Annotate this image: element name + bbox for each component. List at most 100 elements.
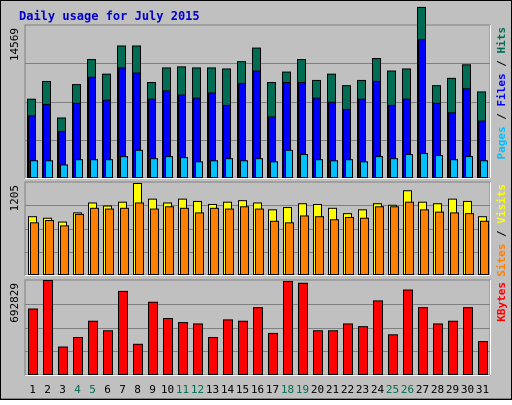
bar-pages-day-3 [60,164,68,178]
chart-title: Daily usage for July 2015 [19,9,200,23]
bar-sites-day-27 [420,209,429,276]
bar-kbytes-day-15 [238,320,248,376]
x-tick-label-day-14: 14 [221,383,235,396]
bar-kbytes-day-26 [403,289,413,375]
bar-sites-day-31 [480,220,489,275]
bar-pages-day-1 [30,160,38,179]
bar-kbytes-day-9 [148,301,158,375]
bar-kbytes-day-16 [253,307,263,376]
bar-sites-day-2 [45,220,54,276]
bar-sites-day-24 [375,206,384,275]
bar-pages-day-12 [195,161,203,178]
bar-kbytes-day-6 [103,330,113,376]
x-axis-labels: 1 2 3 4 5 6 7 8 9 10 11 12 13 14 15 16 17 18 19 20 21 22 23 24 2… [29,383,489,396]
bar-kbytes-day-21 [328,330,338,376]
x-tick-label-day-15: 15 [236,383,249,396]
bar-pages-day-8 [135,149,143,178]
bar-kbytes-day-31 [478,341,488,375]
x-tick-label-day-9: 9 [149,383,156,396]
bar-pages-day-5 [90,159,98,178]
bar-sites-day-7 [120,207,129,275]
x-tick-label-day-10: 10 [161,383,174,396]
bar-kbytes-day-23 [358,326,368,375]
bar-pages-day-10 [165,156,173,179]
bar-sites-day-4 [75,213,84,275]
x-tick-label-day-27: 27 [416,383,429,396]
x-tick-label-day-13: 13 [206,383,219,396]
bar-sites-day-5 [90,207,99,275]
bar-pages-day-24 [375,156,383,179]
bar-sites-day-25 [390,206,399,275]
bar-pages-day-22 [345,159,353,178]
right-axis-label-kbytes: KBytes [495,282,508,322]
bar-pages-day-9 [150,158,158,179]
bar-pages-day-19 [300,154,308,179]
bar-sites-day-3 [60,225,69,275]
chart-panels: 14569 Pages / Files / Hits 1205 Sites / Vis… [8,6,508,376]
bar-kbytes-day-1 [28,308,38,375]
bar-kbytes-day-27 [418,307,428,376]
bar-kbytes-day-19 [298,282,308,375]
bar-pages-day-20 [315,159,323,178]
bar-sites-day-23 [360,217,369,275]
bar-sites-day-21 [330,219,339,276]
x-tick-label-day-22: 22 [341,383,354,396]
x-tick-label-day-8: 8 [134,383,141,396]
bar-sites-day-13 [210,207,219,275]
bar-sites-day-19 [300,215,309,276]
x-tick-label-day-11: 11 [176,383,189,396]
right-label-segment: Visits [495,184,508,224]
bar-kbytes-day-11 [178,322,188,376]
bar-pages-day-11 [180,157,188,178]
right-label-segment: KBytes [495,282,508,322]
right-label-segment: / [495,107,508,127]
bar-kbytes-day-13 [208,337,218,376]
right-axis-label-visits: Sites / Visits [495,184,508,277]
x-tick-label-day-6: 6 [104,383,111,396]
bar-sites-day-20 [315,216,324,276]
bar-pages-day-7 [120,156,128,179]
bar-sites-day-18 [285,222,294,275]
x-tick-label-day-17: 17 [266,383,279,396]
bar-kbytes-day-12 [193,323,203,375]
right-label-segment: Files [495,73,508,106]
y-tick-label-kbytes: 692829 [8,283,21,323]
bar-pages-day-23 [360,161,368,178]
x-tick-label-day-12: 12 [191,383,204,396]
panel-hits: 14569 Pages / Files / Hits [8,6,508,179]
bar-sites-day-26 [405,201,414,276]
bar-pages-day-21 [330,160,338,179]
bar-pages-day-30 [465,156,473,179]
x-tick-label-day-5: 5 [89,383,96,396]
bar-sites-day-1 [30,222,39,275]
bar-pages-day-2 [45,160,53,179]
panel-visits: 1205 Sites / Visits [8,181,508,277]
x-tick-label-day-3: 3 [59,383,66,396]
x-tick-label-day-20: 20 [311,383,324,396]
bar-kbytes-day-7 [118,290,128,376]
bar-kbytes-day-24 [373,300,383,376]
bar-kbytes-day-18 [283,280,293,376]
bar-kbytes-day-22 [343,323,353,375]
bar-pages-day-4 [75,159,83,178]
bar-sites-day-16 [255,208,264,275]
x-tick-label-day-29: 29 [446,383,459,396]
x-tick-label-day-18: 18 [281,383,294,396]
bar-kbytes-day-8 [133,343,143,376]
right-label-segment: Pages [495,126,508,159]
x-tick-label-day-25: 25 [386,383,399,396]
x-tick-label-day-21: 21 [326,383,339,396]
x-tick-label-day-1: 1 [29,383,36,396]
bar-pages-day-18 [285,149,293,178]
x-tick-label-day-16: 16 [251,383,264,396]
bar-kbytes-day-28 [433,323,443,375]
bar-sites-day-14 [225,208,234,275]
x-tick-label-day-28: 28 [431,383,444,396]
bar-kbytes-day-10 [163,318,173,375]
bar-sites-day-30 [465,213,474,275]
bar-kbytes-day-25 [388,334,398,375]
right-label-segment: / [495,54,508,74]
bar-pages-day-27 [420,152,428,178]
